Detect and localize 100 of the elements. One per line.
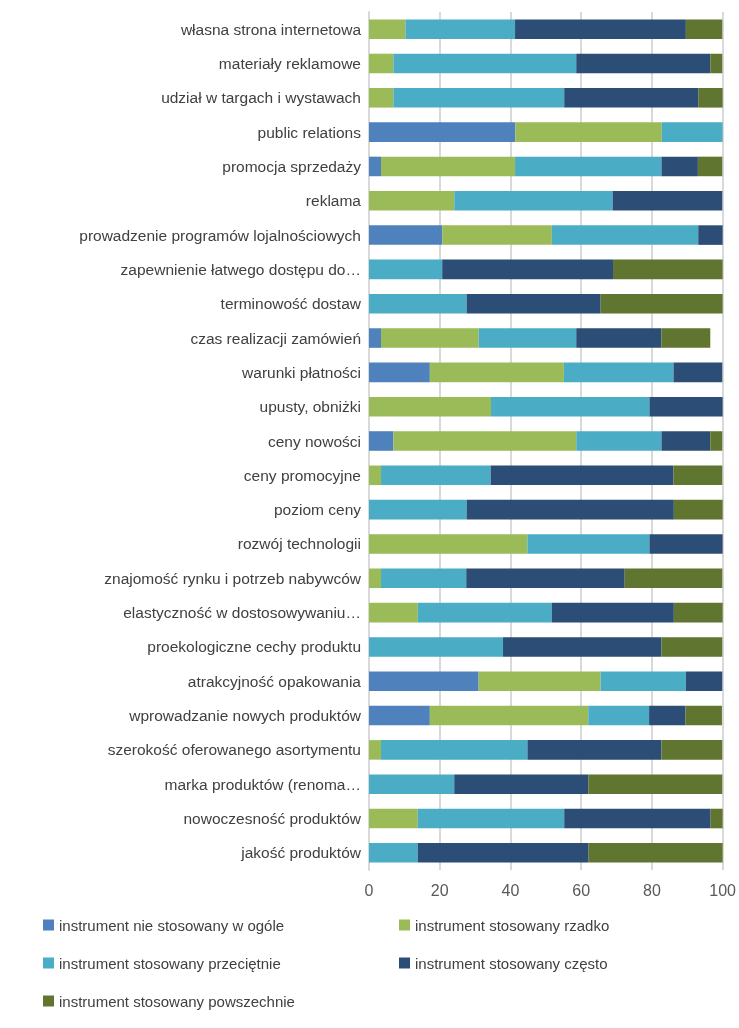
bar <box>417 808 565 829</box>
bar <box>381 328 479 348</box>
bar <box>369 225 443 245</box>
x-tick-label: 20 <box>430 881 449 899</box>
bar <box>417 843 589 863</box>
bar <box>369 774 455 794</box>
bar <box>393 53 577 74</box>
bar <box>405 19 516 39</box>
bar <box>661 431 711 451</box>
bar <box>673 602 723 623</box>
bar <box>369 396 492 417</box>
y-tick-label: znajomość rynku i potrzeb nabywców <box>104 569 362 587</box>
bar <box>478 671 601 692</box>
y-tick-label: własna strona internetowa <box>179 20 362 38</box>
bar <box>369 122 516 142</box>
y-tick-label: poziom ceny <box>273 501 362 519</box>
bar <box>381 156 516 177</box>
bar <box>369 843 418 863</box>
bar <box>369 328 382 348</box>
bar <box>381 740 528 760</box>
bar <box>454 190 613 211</box>
y-tick-label: prowadzenie programów lojalnościowych <box>79 226 361 244</box>
bar <box>393 431 577 451</box>
y-tick-label: zapewnienie łatwego dostępu do… <box>120 260 361 278</box>
bar <box>369 705 430 726</box>
bar <box>429 362 564 383</box>
bar <box>466 293 601 314</box>
bar <box>442 225 552 245</box>
bar <box>661 328 711 348</box>
bar <box>369 88 394 108</box>
legend-label: instrument stosowany powszechnie <box>59 992 295 1010</box>
bar <box>649 396 723 417</box>
x-tick-label: 100 <box>709 881 737 899</box>
bar <box>600 671 686 692</box>
bar <box>588 774 723 794</box>
y-tick-label: szerokość oferowanego asortymentu <box>107 741 361 759</box>
bar <box>710 808 723 829</box>
bar <box>613 259 723 280</box>
bar <box>527 740 662 760</box>
bar <box>564 88 699 108</box>
bar <box>417 602 552 623</box>
bar <box>369 362 430 383</box>
bar <box>369 156 382 177</box>
bar <box>369 259 443 280</box>
bar <box>369 671 479 692</box>
y-tick-label: ceny promocyjne <box>243 466 361 484</box>
bar <box>478 328 577 348</box>
bar <box>369 740 382 760</box>
bar <box>673 362 723 383</box>
y-tick-label: czas realizacji zamówień <box>190 329 361 347</box>
bar <box>369 293 467 314</box>
bar <box>710 431 723 451</box>
bar <box>576 328 662 348</box>
y-tick-label: proekologiczne cechy produktu <box>147 638 361 656</box>
y-tick-label: jakość produktów <box>240 844 362 862</box>
bar <box>698 225 723 245</box>
bar <box>369 431 394 451</box>
y-tick-label: udział w targach i wystawach <box>161 89 361 107</box>
bar <box>515 156 662 177</box>
bar <box>588 705 650 726</box>
bar <box>429 705 589 726</box>
bar <box>612 190 723 211</box>
bar <box>710 53 723 74</box>
bar <box>576 431 662 451</box>
bar <box>685 671 723 692</box>
x-tick-label: 60 <box>572 881 591 899</box>
bar <box>564 808 711 829</box>
bar <box>673 465 723 486</box>
bar <box>563 362 674 383</box>
y-tick-label: nowoczesność produktów <box>183 810 362 828</box>
bar <box>600 293 723 314</box>
bar <box>381 568 467 589</box>
bar <box>685 705 722 726</box>
y-tick-label: reklama <box>305 192 362 210</box>
bar <box>369 568 382 589</box>
bar <box>442 259 614 280</box>
y-tick-label: terminowość dostaw <box>220 295 362 313</box>
bar <box>698 88 723 108</box>
bar <box>685 19 723 39</box>
legend-label: instrument nie stosowany w ogóle <box>59 916 285 934</box>
bar <box>661 156 698 177</box>
bar <box>491 396 650 417</box>
y-tick-label: public relations <box>257 123 362 141</box>
bar <box>661 740 723 760</box>
bar <box>624 568 723 589</box>
bar <box>490 465 674 486</box>
bar <box>697 156 723 177</box>
bar <box>454 774 589 794</box>
legend-label: instrument stosowany często <box>415 954 608 972</box>
bar <box>466 568 625 589</box>
y-tick-label: promocja sprzedaży <box>222 157 362 175</box>
bar <box>673 499 723 520</box>
bar <box>369 190 455 211</box>
bar <box>515 122 662 142</box>
bar <box>661 122 723 142</box>
y-tick-label: wprowadzanie nowych produktów <box>128 707 362 725</box>
x-tick-label: 0 <box>364 881 374 899</box>
y-tick-label: marka produktów (renoma… <box>164 775 361 793</box>
legend-label: instrument stosowany przeciętnie <box>59 954 281 972</box>
bar <box>551 225 699 245</box>
